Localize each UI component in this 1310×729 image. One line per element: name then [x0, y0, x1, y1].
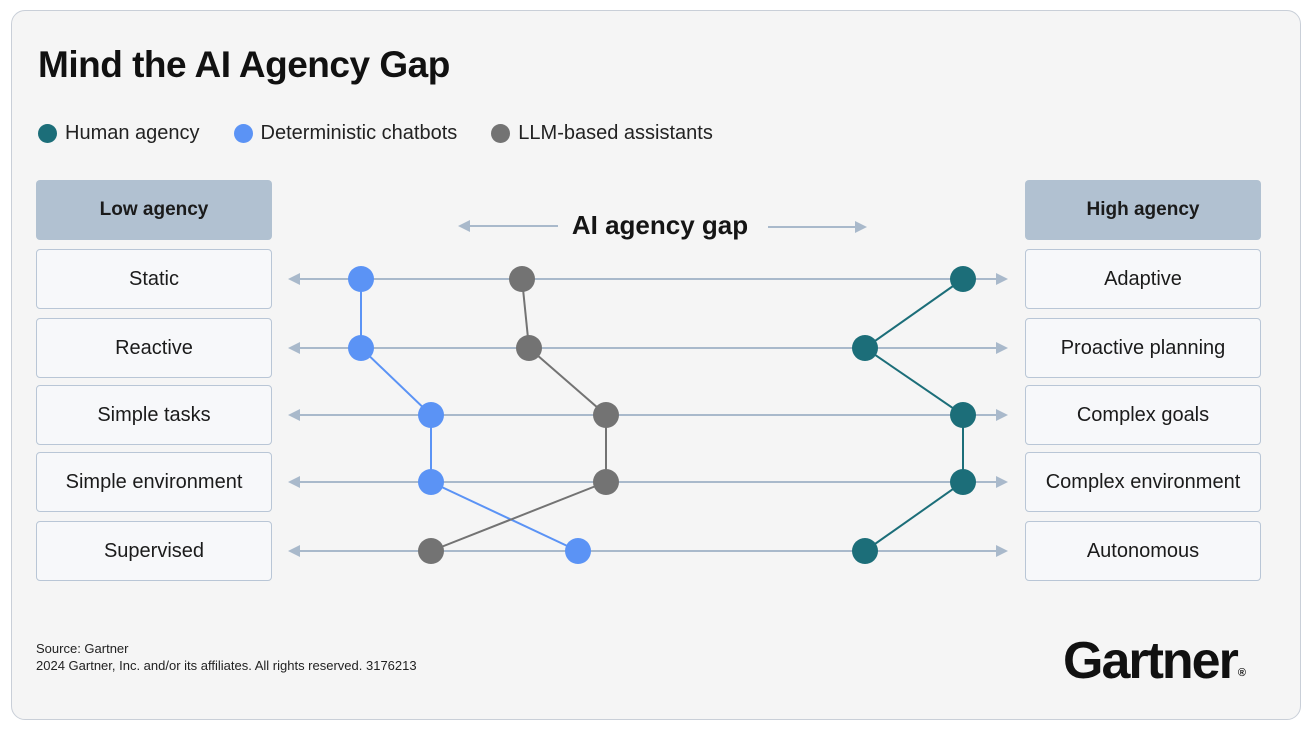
series-point-deterministic-chatbots: [348, 266, 374, 292]
low-agency-header: Low agency: [36, 180, 272, 240]
legend-item-human: Human agency: [38, 122, 200, 145]
high-label-complex-goals: Complex goals: [1025, 385, 1261, 445]
series-point-llm-based-assistants: [418, 538, 444, 564]
high-label-complex-environment: Complex environment: [1025, 452, 1261, 512]
footer: Source: Gartner 2024 Gartner, Inc. and/o…: [36, 640, 417, 674]
high-label-adaptive: Adaptive: [1025, 249, 1261, 309]
arrow-left-icon: [458, 220, 470, 232]
series-point-deterministic-chatbots: [418, 469, 444, 495]
high-label-proactive-planning: Proactive planning: [1025, 318, 1261, 378]
legend-label: Human agency: [65, 122, 200, 144]
registered-mark: ®: [1237, 667, 1246, 679]
dot-icon: [491, 124, 511, 143]
legend-item-llm: LLM-based assistants: [491, 122, 713, 145]
logo-text: Gartner: [1063, 632, 1239, 690]
source-text: Source: Gartner: [36, 641, 129, 656]
arrow-right-icon: [996, 342, 1008, 354]
series-point-human-agency: [852, 335, 878, 361]
high-agency-header: High agency: [1025, 180, 1261, 240]
series-point-human-agency: [950, 266, 976, 292]
arrow-left-icon: [288, 342, 300, 354]
arrow-right-icon: [996, 273, 1008, 285]
low-label-simple-environment: Simple environment: [36, 452, 272, 512]
arrow-left-icon: [288, 273, 300, 285]
dot-icon: [233, 124, 253, 143]
legend-label: Deterministic chatbots: [260, 122, 458, 144]
legend: Human agency Deterministic chatbots LLM-…: [38, 122, 747, 145]
series-point-human-agency: [950, 469, 976, 495]
series-point-human-agency: [950, 402, 976, 428]
copyright-text: 2024 Gartner, Inc. and/or its affiliates…: [36, 658, 417, 673]
gap-label: AI agency gap: [571, 210, 749, 240]
arrow-right-icon: [996, 545, 1008, 557]
dot-icon: [38, 124, 57, 143]
series-point-llm-based-assistants: [516, 335, 542, 361]
arrow-left-icon: [288, 409, 300, 421]
low-label-supervised: Supervised: [36, 521, 272, 581]
legend-label: LLM-based assistants: [518, 122, 713, 144]
series-point-deterministic-chatbots: [348, 335, 374, 361]
series-point-deterministic-chatbots: [565, 538, 591, 564]
series-point-llm-based-assistants: [593, 402, 619, 428]
series-point-llm-based-assistants: [593, 469, 619, 495]
arrow-right-icon: [996, 409, 1008, 421]
high-label-autonomous: Autonomous: [1025, 521, 1261, 581]
arrow-left-icon: [288, 545, 300, 557]
legend-item-chatbots: Deterministic chatbots: [233, 122, 458, 145]
gartner-logo: Gartner®: [1063, 631, 1246, 691]
low-label-simple-tasks: Simple tasks: [36, 385, 272, 445]
series-point-deterministic-chatbots: [418, 402, 444, 428]
low-label-static: Static: [36, 249, 272, 309]
gap-arrows: [458, 220, 867, 233]
page-title: Mind the AI Agency Gap: [38, 44, 450, 85]
low-label-reactive: Reactive: [36, 318, 272, 378]
series-point-human-agency: [852, 538, 878, 564]
arrow-right-icon: [996, 476, 1008, 488]
arrow-right-icon: [855, 221, 867, 233]
arrow-left-icon: [288, 476, 300, 488]
series-point-llm-based-assistants: [509, 266, 535, 292]
